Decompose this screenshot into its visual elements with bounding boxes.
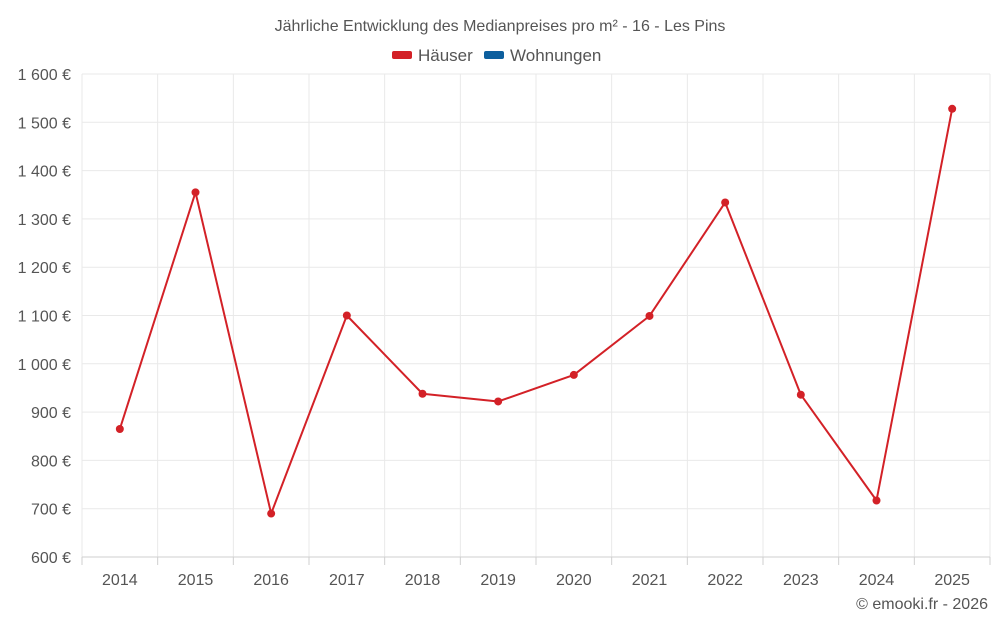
x-tick-label: 2025	[934, 572, 970, 589]
y-tick-label: 600 €	[31, 550, 71, 567]
x-tick-label: 2015	[178, 572, 214, 589]
data-point-2024[interactable]	[872, 496, 881, 505]
x-tick-label: 2019	[480, 572, 516, 589]
data-point-2022[interactable]	[721, 198, 730, 207]
x-tick-label: 2021	[632, 572, 668, 589]
x-tick-label: 2016	[253, 572, 289, 589]
data-point-2020[interactable]	[569, 370, 578, 379]
legend-label-wohnungen: Wohnungen	[510, 46, 601, 65]
x-tick-label: 2018	[405, 572, 441, 589]
x-tick-label: 2017	[329, 572, 365, 589]
y-tick-label: 1 500 €	[18, 115, 71, 132]
y-tick-label: 900 €	[31, 405, 71, 422]
legend: Häuser Wohnungen	[392, 46, 601, 65]
y-tick-label: 1 300 €	[18, 212, 71, 229]
data-point-2025[interactable]	[948, 104, 957, 113]
data-point-2016[interactable]	[267, 509, 276, 518]
series-line-haeuser	[118, 108, 954, 515]
legend-swatch-haeuser	[392, 51, 412, 59]
x-tick-label: 2020	[556, 572, 592, 589]
legend-swatch-wohnungen	[484, 51, 504, 59]
y-axis-ticks: 600 € 700 € 800 € 900 € 1 000 € 1 100 € 1 200 …	[18, 67, 71, 567]
data-point-2018[interactable]	[418, 389, 427, 398]
y-tick-label: 1 200 €	[18, 260, 71, 277]
y-tick-label: 800 €	[31, 453, 71, 470]
x-axis-ticks: 2014 2015 2016 2017 2018 2019 2020 2021 2022 2023…	[81, 557, 991, 589]
y-tick-label: 700 €	[31, 502, 71, 519]
x-tick-label: 2024	[859, 572, 895, 589]
x-tick-label: 2022	[707, 572, 743, 589]
legend-item-haeuser[interactable]: Häuser	[392, 46, 473, 65]
data-point-2021[interactable]	[645, 311, 654, 320]
chart-title: Jährliche Entwicklung des Medianpreises …	[275, 18, 726, 35]
series-haeuser	[115, 104, 957, 518]
data-point-2023[interactable]	[796, 390, 805, 399]
legend-item-wohnungen[interactable]: Wohnungen	[484, 46, 601, 65]
y-tick-label: 1 400 €	[18, 164, 71, 181]
y-tick-label: 1 000 €	[18, 357, 71, 374]
credit-text: © emooki.fr - 2026	[856, 596, 988, 613]
y-tick-label: 1 600 €	[18, 67, 71, 84]
data-point-2017[interactable]	[342, 311, 351, 320]
x-tick-label: 2014	[102, 572, 138, 589]
data-point-2019[interactable]	[494, 397, 503, 406]
x-tick-label: 2023	[783, 572, 819, 589]
data-point-2015[interactable]	[191, 188, 200, 197]
data-point-2014[interactable]	[115, 425, 124, 434]
legend-label-haeuser: Häuser	[418, 46, 473, 65]
y-tick-label: 1 100 €	[18, 309, 71, 326]
